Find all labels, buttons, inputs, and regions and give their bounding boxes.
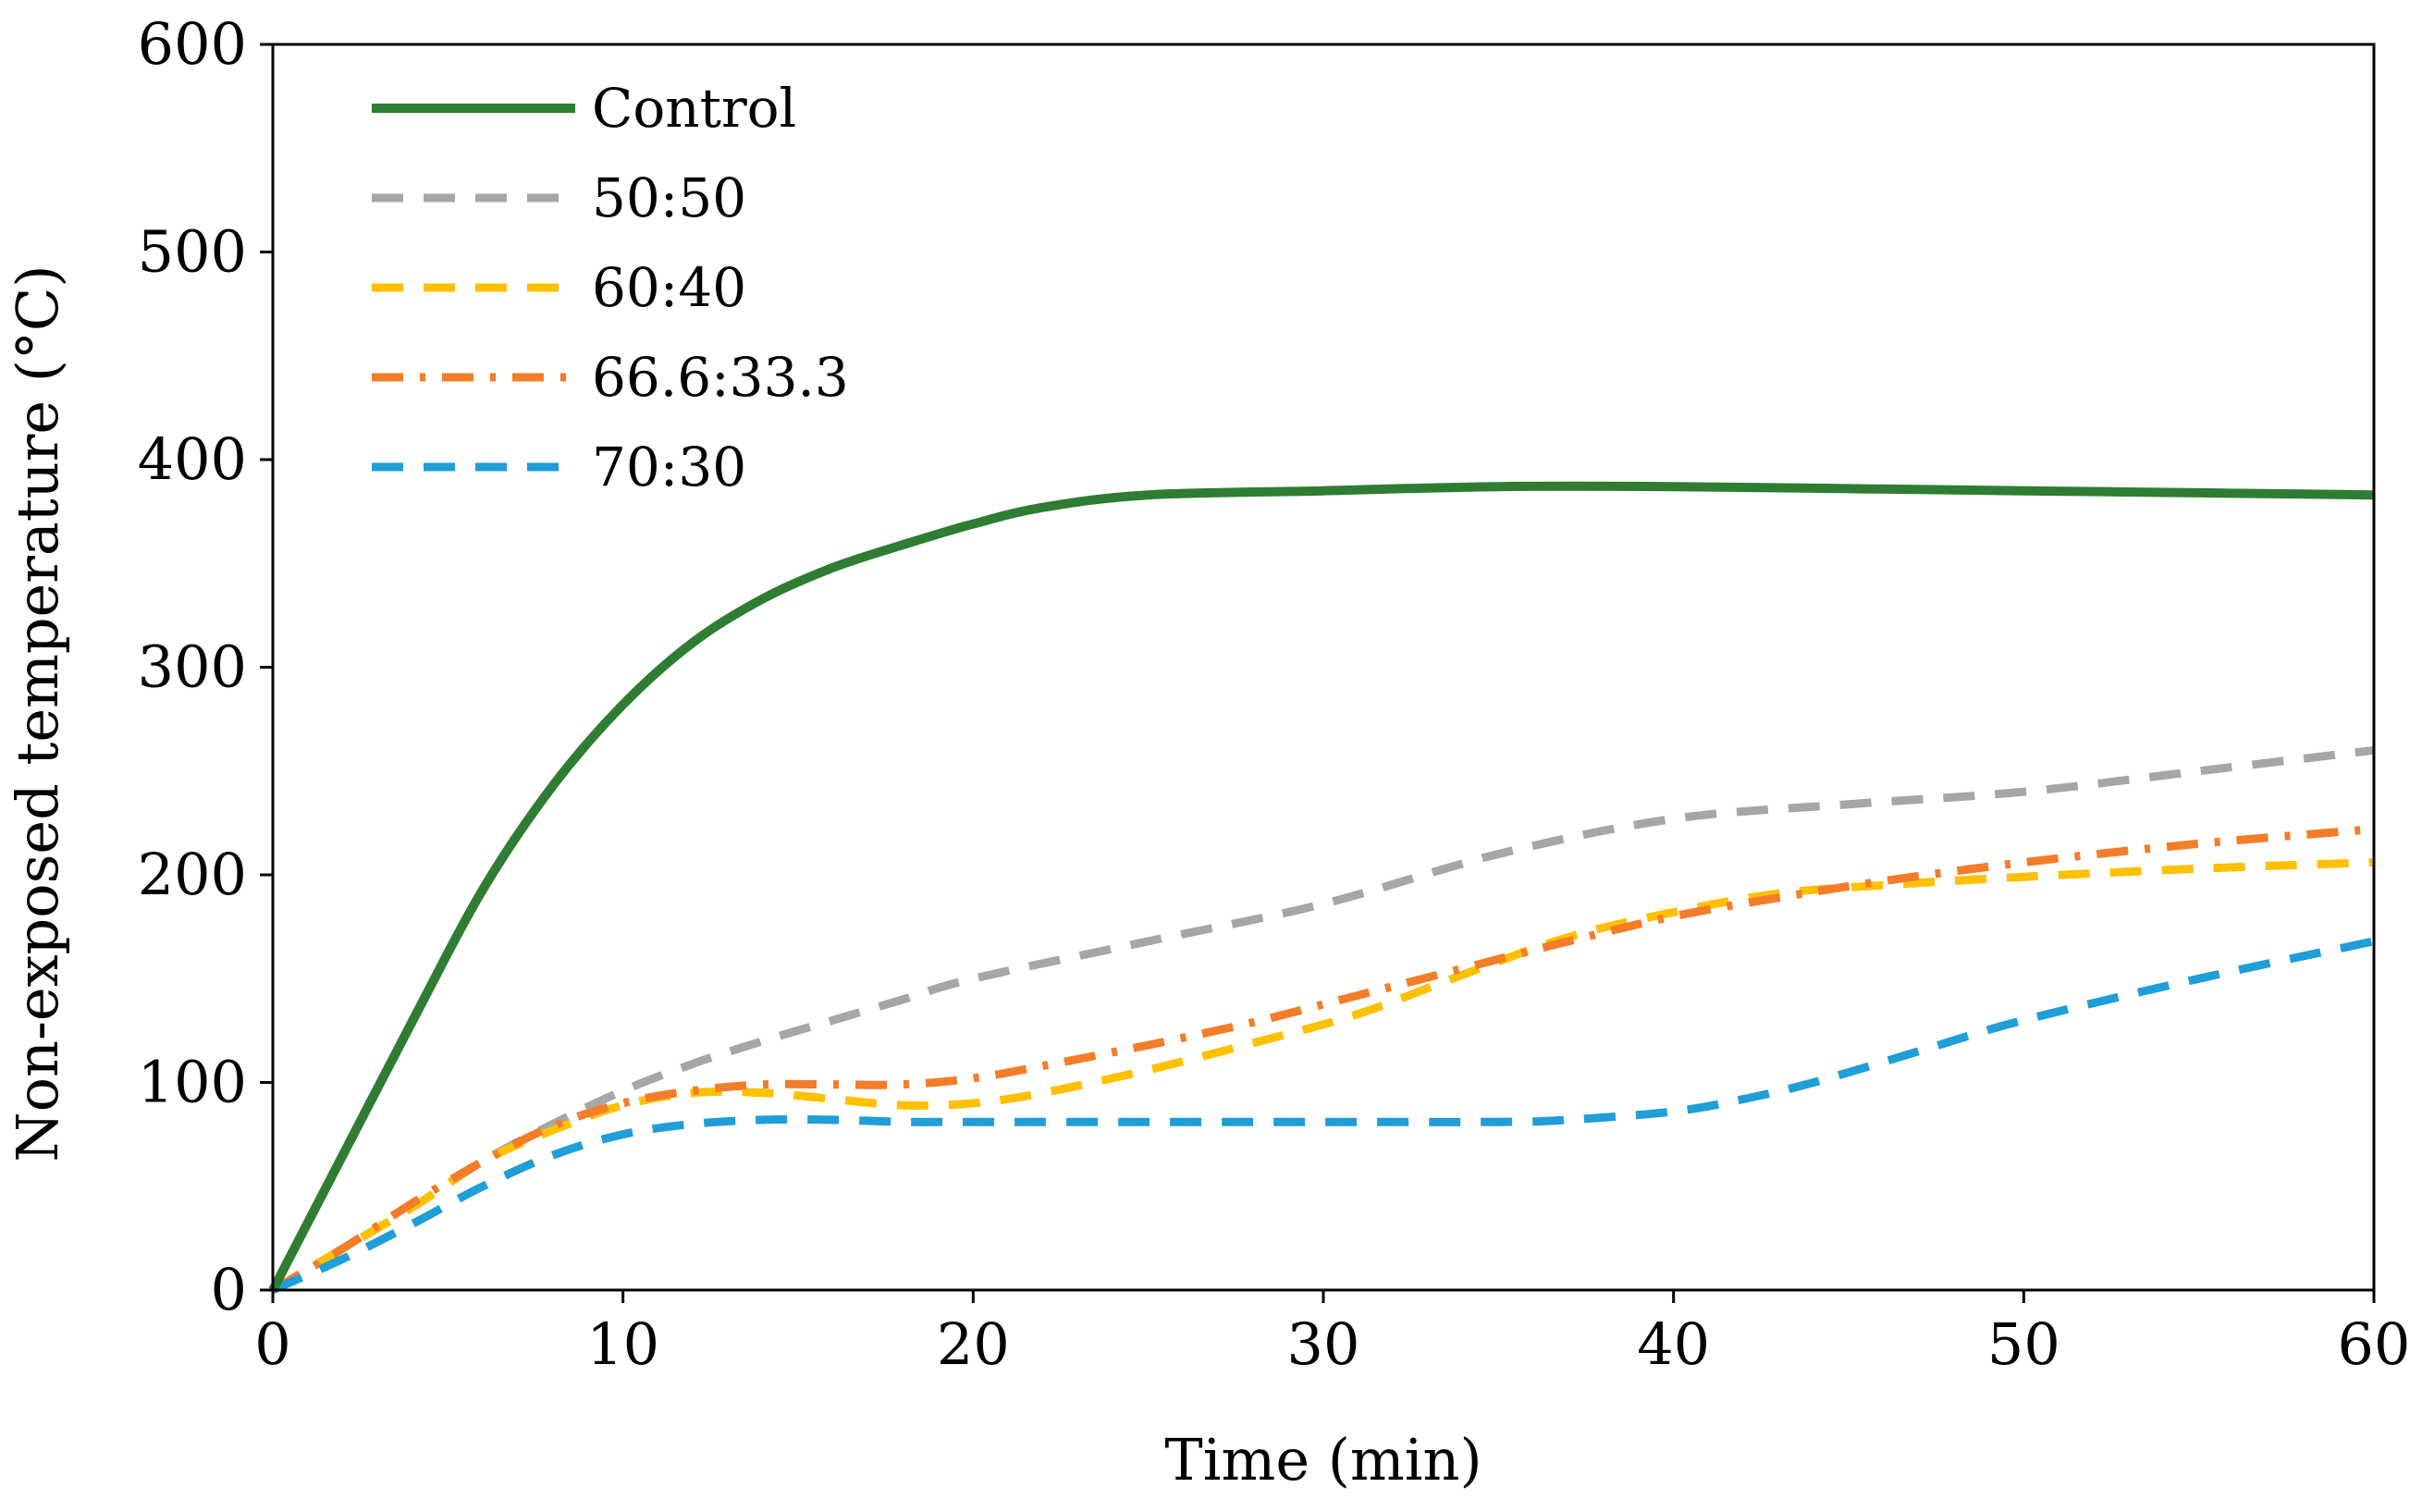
- y-tick-label: 400: [138, 425, 247, 493]
- y-tick-label: 500: [138, 218, 247, 286]
- y-tick-label: 0: [211, 1256, 247, 1323]
- series-line-Control: [268, 481, 2375, 1293]
- x-tick-label: 0: [254, 1310, 290, 1378]
- y-tick-label: 300: [138, 633, 247, 701]
- x-tick-label: 60: [2338, 1310, 2411, 1378]
- y-axis-label: Non-exposed temperature (°C): [4, 264, 71, 1162]
- legend-label: 70:30: [592, 436, 746, 498]
- series-line-66-6-33-3: [270, 825, 2375, 1294]
- legend-label: 50:50: [592, 166, 746, 229]
- y-tick-label: 600: [138, 10, 247, 78]
- legend-label: 60:40: [592, 256, 746, 319]
- x-tick-label: 30: [1287, 1310, 1360, 1378]
- y-axis-ticks: 0 100 200 300 400 500 600: [138, 10, 273, 1323]
- series-lines: [268, 481, 2375, 1295]
- legend-label: Control: [592, 77, 796, 140]
- legend-label: 66.6:33.3: [592, 346, 849, 409]
- y-tick-label: 100: [138, 1049, 247, 1116]
- series-line-60-40: [270, 858, 2375, 1294]
- legend: Control 50:50 60:40 66.6:33.3 70:30: [372, 77, 849, 498]
- x-tick-label: 10: [586, 1310, 659, 1378]
- x-tick-label: 20: [937, 1310, 1010, 1378]
- x-axis-label: Time (min): [1164, 1426, 1481, 1494]
- x-axis-ticks: 0 10 20 30 40 50 60: [254, 1290, 2410, 1378]
- x-tick-label: 40: [1637, 1310, 1710, 1378]
- y-tick-label: 200: [138, 841, 247, 908]
- x-tick-label: 50: [1987, 1310, 2060, 1378]
- series-line-70-30: [271, 937, 2375, 1295]
